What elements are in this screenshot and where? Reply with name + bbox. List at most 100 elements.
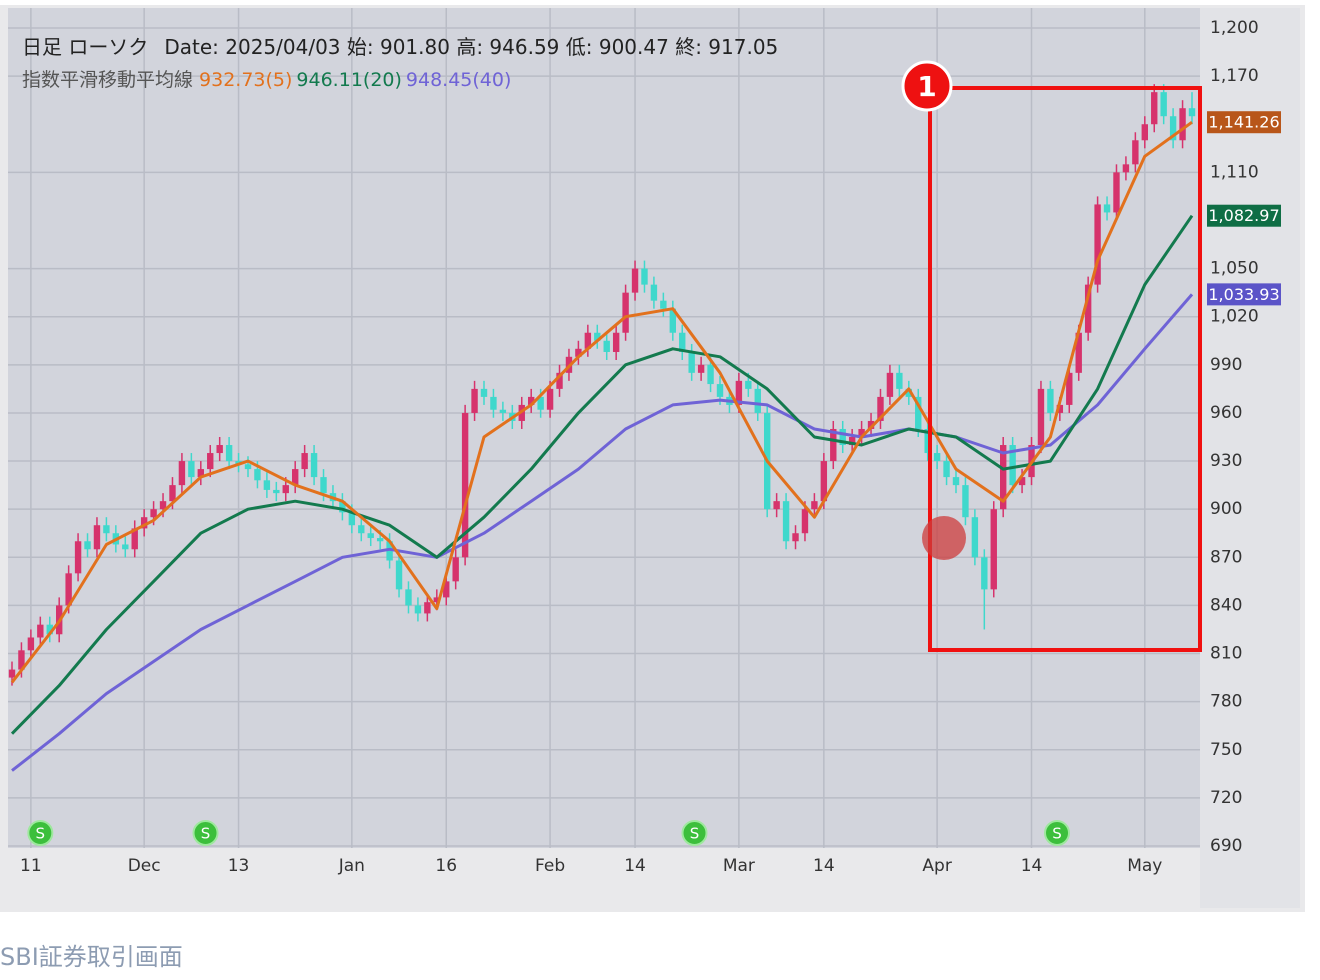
candle-body: [122, 544, 129, 550]
badge: [901, 60, 953, 112]
y-tick-label: 720: [1210, 788, 1242, 808]
candle-body: [697, 364, 705, 373]
candle-body: [612, 332, 620, 352]
legend: 指数平滑移動平均線 932.73(5) 946.11(20) 948.45(40): [22, 69, 511, 91]
candle-body: [1113, 172, 1120, 213]
candle-body: [301, 453, 308, 470]
candle-body: [490, 396, 497, 410]
ma-line: [10, 214, 1194, 735]
signal: [192, 820, 219, 846]
y-tick-label: 870: [1210, 547, 1242, 567]
y-tick-label: 1,050: [1210, 259, 1259, 279]
y-tick-label: 690: [1210, 836, 1242, 856]
candle-body: [858, 428, 865, 437]
candle-body: [641, 268, 648, 285]
x-tick-label: 14: [624, 856, 646, 876]
y-tick-label: 990: [1210, 355, 1242, 375]
candle-body: [46, 624, 53, 635]
labels: 690 720 750 780 810 840 870 900 930 960 990 1,020 1,…: [20, 18, 1281, 876]
candle-body: [188, 461, 195, 478]
highlight-box: [928, 86, 1202, 652]
ma-line: [11, 293, 1194, 772]
candle-body: [943, 461, 950, 478]
y-tick-label: 1,110: [1210, 162, 1259, 182]
x-tick-label: Jan: [338, 856, 365, 876]
candle-body: [631, 268, 639, 293]
cursor: [922, 516, 966, 560]
candle-body: [1066, 372, 1073, 405]
candle-body: [556, 372, 563, 389]
candle-body: [1018, 477, 1026, 486]
lines: [10, 120, 1194, 772]
candle-body: [103, 525, 110, 534]
y-tick-label: 840: [1210, 595, 1242, 615]
candle-body: [962, 485, 969, 518]
candle-body: [395, 560, 403, 590]
candle-body: [254, 469, 261, 481]
candle-body: [376, 538, 384, 542]
candle-body: [65, 573, 72, 606]
price-label-box: [1207, 283, 1281, 306]
y-tick-label: 780: [1210, 692, 1242, 712]
candle-body: [811, 501, 818, 510]
candle-body: [131, 528, 138, 550]
candle-body: [1037, 388, 1045, 446]
candle-body: [320, 477, 327, 494]
candle-body: [348, 512, 356, 526]
y-tick-label: 960: [1210, 403, 1242, 423]
candle-body: [716, 384, 724, 397]
candle-body: [27, 637, 35, 651]
candle-body: [1179, 108, 1186, 141]
x-tick-label: 11: [20, 856, 42, 876]
legend-entry: 946.11(20): [296, 69, 401, 91]
candle-body: [405, 589, 412, 606]
candle-body: [924, 428, 931, 454]
price-label-box: [1207, 111, 1281, 134]
candle-body: [367, 533, 374, 539]
candle-body: [207, 453, 214, 470]
candle-body: [197, 469, 204, 478]
price-label-box: [1207, 204, 1281, 227]
signal-label: S: [36, 825, 46, 843]
plot-area: [8, 8, 1200, 848]
candle-body: [452, 557, 459, 582]
candle-body: [386, 541, 393, 561]
price-label: 1,033.93: [1208, 285, 1279, 304]
candle-body: [74, 541, 82, 574]
candle-body: [1103, 204, 1111, 213]
candle-body: [1000, 445, 1007, 510]
signal-label: S: [1052, 825, 1062, 843]
candle-body: [952, 477, 960, 486]
candle-body: [1047, 388, 1054, 413]
candle-body: [707, 364, 714, 385]
y-tick-label: 1,020: [1210, 307, 1259, 327]
candle-body: [886, 372, 894, 397]
x-tick-label: 14: [1021, 856, 1043, 876]
candle-body: [150, 509, 157, 518]
signal-label: S: [690, 825, 700, 843]
candle-body: [1169, 116, 1177, 141]
candle-body: [584, 332, 592, 349]
candle-body: [84, 541, 91, 550]
x-tick-label: 14: [813, 856, 835, 876]
candle-body: [915, 396, 922, 429]
y-tick-label: 1,200: [1210, 18, 1259, 38]
candle-body: [990, 509, 997, 590]
badge-label: 1: [917, 70, 936, 103]
y-tick-label: 930: [1210, 451, 1242, 471]
candle-body: [971, 517, 979, 558]
x-tick-label: Feb: [535, 856, 565, 876]
chart-title: 日足 ローソク Date: 2025/04/03 始: 901.80 高: 946…: [22, 35, 778, 59]
candle-body: [754, 388, 761, 413]
x-tick-label: Dec: [128, 856, 161, 876]
candle-body: [433, 597, 440, 603]
price-label: 1,141.26: [1208, 113, 1279, 132]
candle-body: [1084, 284, 1092, 333]
x-tick-label: 13: [228, 856, 250, 876]
candle-body: [292, 469, 299, 486]
candle-body: [594, 332, 601, 341]
candle-body: [1094, 204, 1101, 285]
legend-entry: 948.45(40): [406, 69, 511, 91]
candle-body: [1160, 92, 1167, 117]
candle-body: [93, 525, 101, 550]
